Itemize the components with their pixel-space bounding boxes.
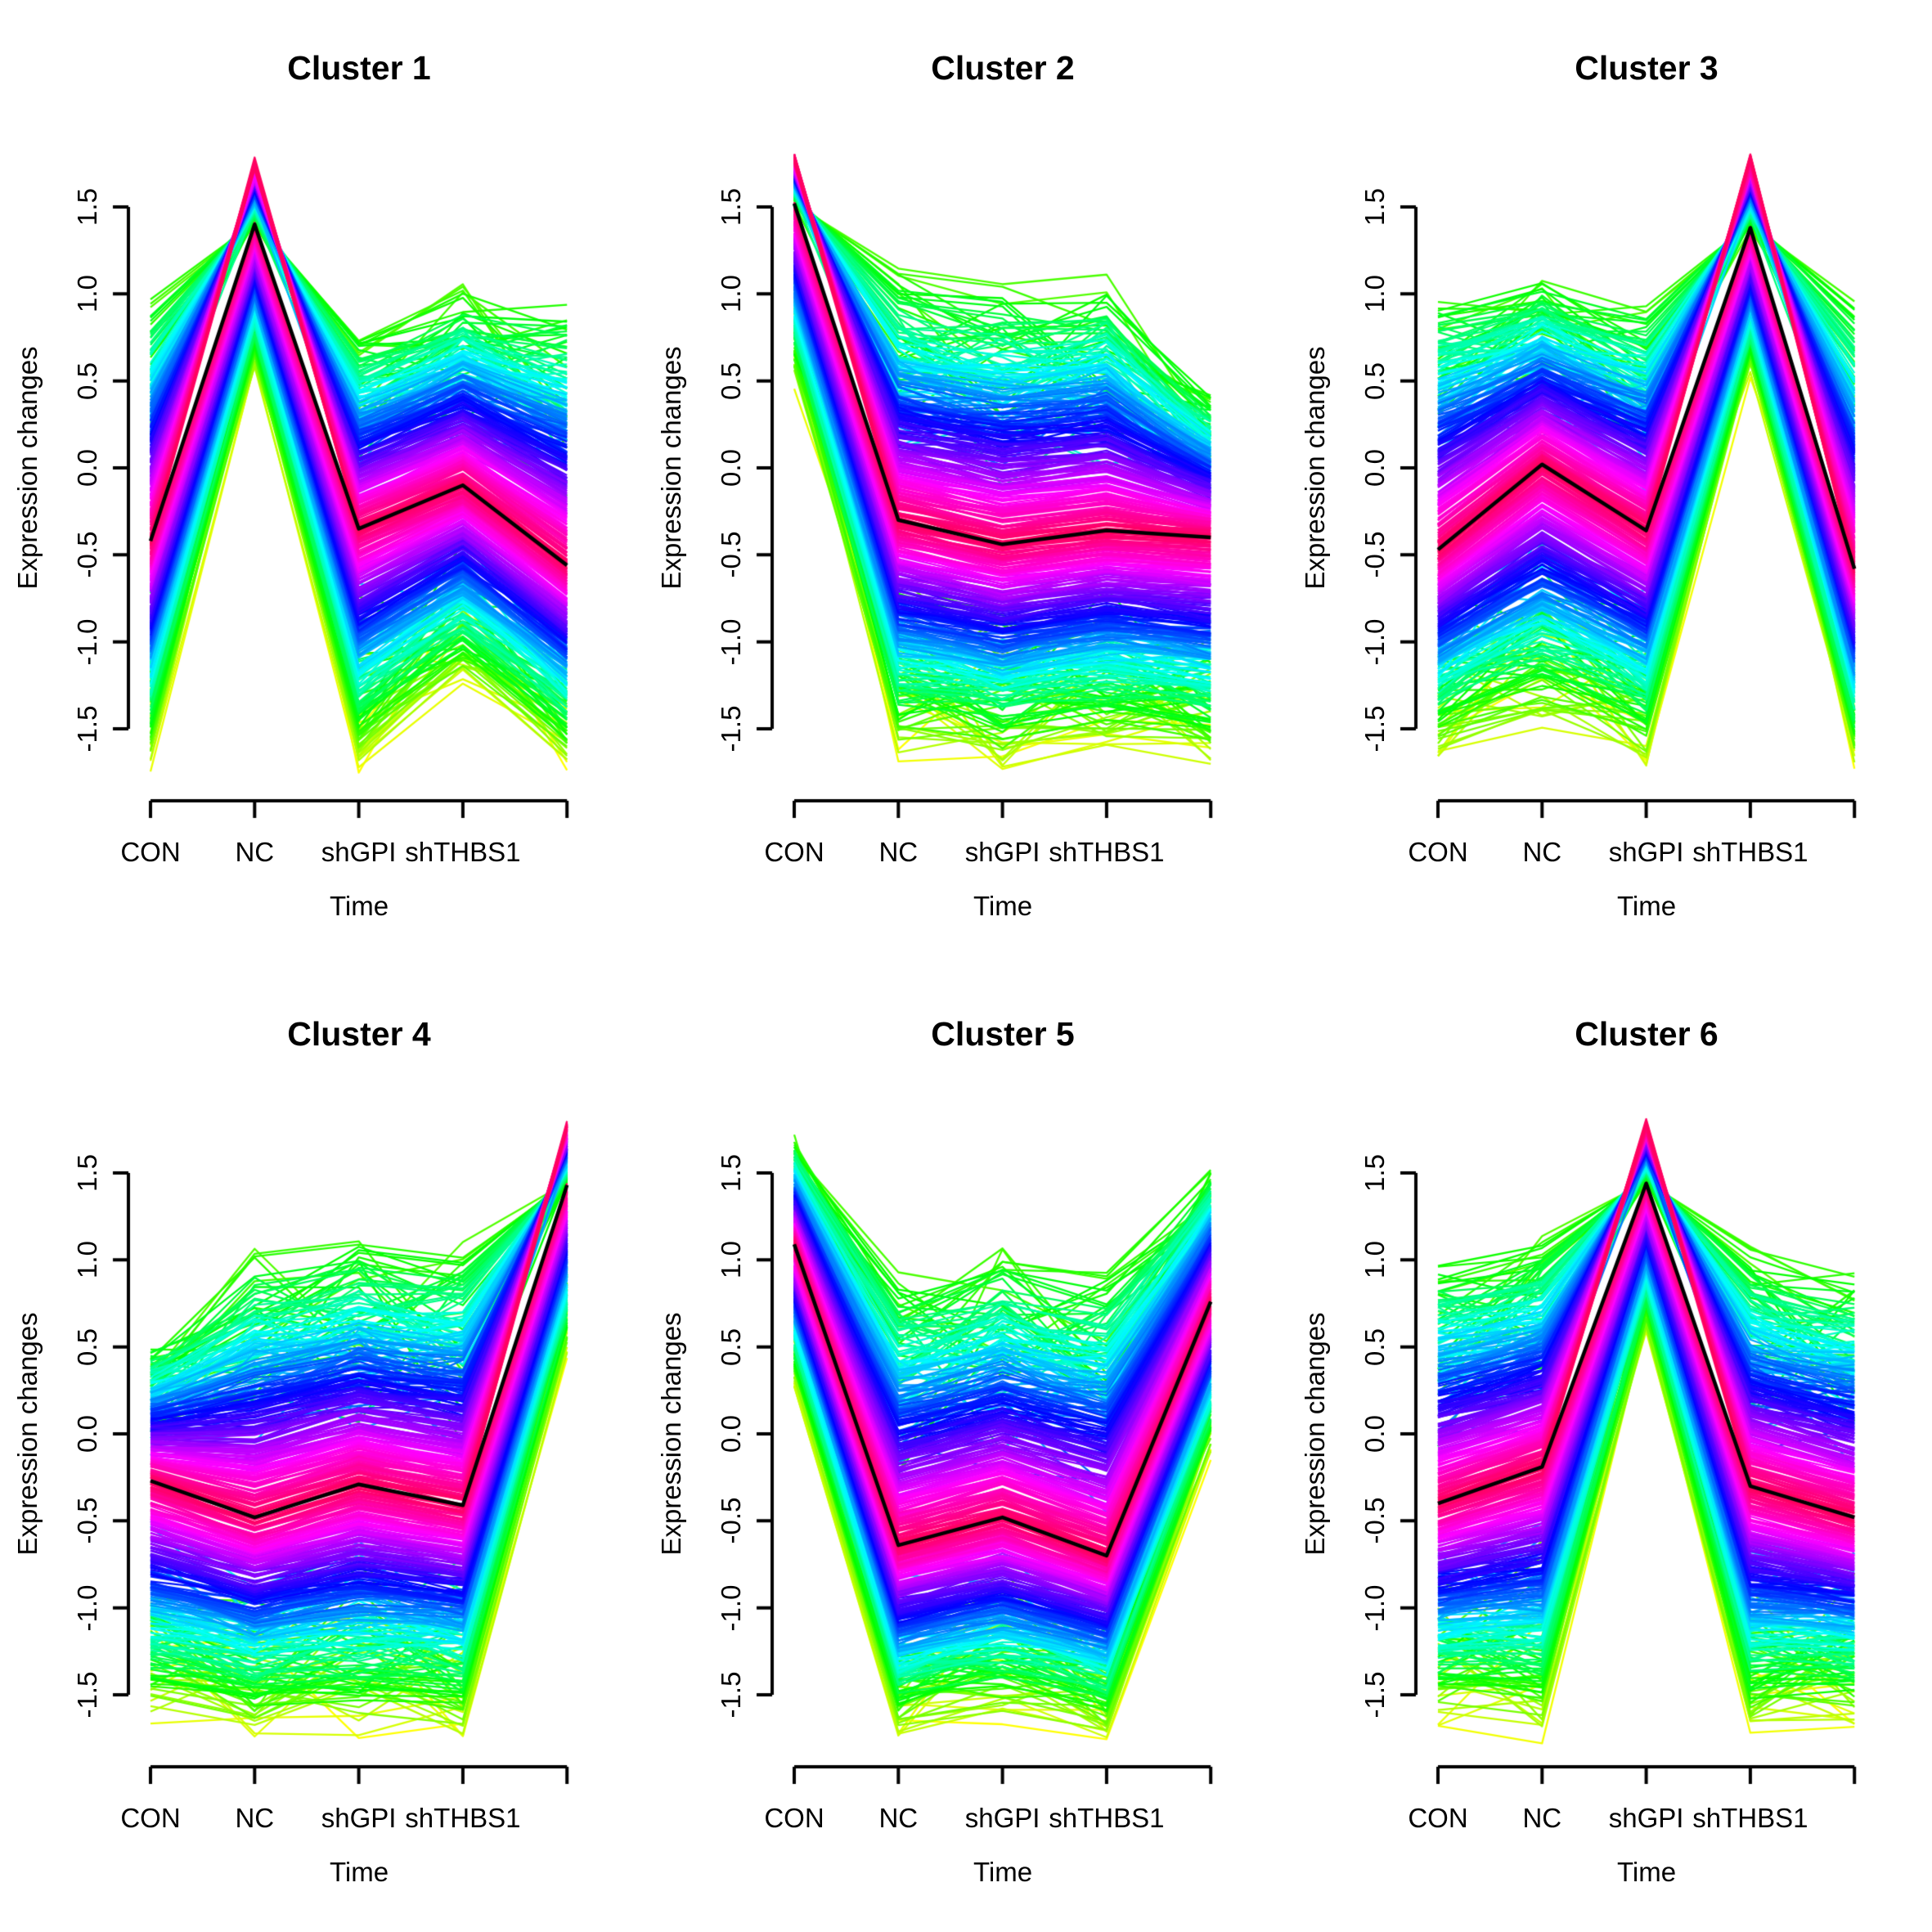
y-axis-label: Expression changes (12, 1312, 43, 1556)
x-axis-label: Time (1616, 891, 1677, 921)
subplot-cluster-2: Cluster 2 Expression changes Time -1.5 -1… (644, 0, 1288, 966)
x-tick-label: CON (120, 837, 181, 867)
y-tick-label: 0.0 (716, 449, 746, 487)
y-tick-label: 0.5 (72, 362, 102, 400)
x-tick-label: shGPI (1608, 1803, 1684, 1833)
y-tick-label: -1.5 (72, 1671, 102, 1719)
y-tick-label: 1.0 (1359, 275, 1390, 313)
cluster-3-title: Cluster 3 (1575, 49, 1719, 87)
y-tick-label: 1.5 (716, 1154, 746, 1192)
y-tick-label: 0.5 (1359, 1328, 1390, 1366)
y-tick-label: 1.5 (1359, 1154, 1390, 1192)
y-tick-label: -0.5 (72, 531, 102, 578)
y-tick-label: 0.0 (716, 1415, 746, 1453)
x-tick-label: shGPI (321, 1803, 397, 1833)
cluster-6-plot-canvas (1287, 966, 1932, 1932)
y-tick-label: -0.5 (72, 1497, 102, 1544)
x-axis-label: Time (973, 1857, 1033, 1887)
cluster-5-title: Cluster 5 (931, 1015, 1075, 1053)
y-tick-label: 1.5 (72, 1154, 102, 1192)
y-axis-label: Expression changes (12, 346, 43, 590)
y-tick-label: 0.5 (716, 1328, 746, 1366)
y-axis-label: Expression changes (1300, 1312, 1330, 1556)
subplot-cluster-3: Cluster 3 Expression changes Time -1.5 -1… (1287, 0, 1932, 966)
cluster-3-plot-canvas (1287, 0, 1932, 966)
x-axis-label: Time (329, 1857, 389, 1887)
y-tick-label: 1.5 (716, 188, 746, 226)
x-tick-label: NC (878, 837, 919, 867)
cluster-2-title: Cluster 2 (931, 49, 1075, 87)
y-tick-label: -1.5 (716, 705, 746, 753)
y-tick-label: 0.5 (1359, 362, 1390, 400)
y-axis-label: Expression changes (1300, 346, 1330, 590)
y-tick-label: -1.0 (1359, 1584, 1390, 1632)
subplot-cluster-6: Cluster 6 Expression changes Time -1.5 -1… (1287, 966, 1932, 1932)
y-tick-label: -1.0 (72, 1584, 102, 1632)
x-axis-label: Time (329, 891, 389, 921)
x-tick-label: CON (1408, 837, 1468, 867)
y-tick-label: 1.0 (72, 275, 102, 313)
subplot-cluster-4: Cluster 4 Expression changes Time -1.5 -1… (0, 966, 645, 1932)
cluster-6-title: Cluster 6 (1575, 1015, 1719, 1053)
y-tick-label: 0.5 (72, 1328, 102, 1366)
y-tick-label: 0.0 (1359, 449, 1390, 487)
x-tick-label: CON (120, 1803, 181, 1833)
x-tick-label: shTHBS1 (405, 1803, 521, 1833)
subplot-cluster-1: Cluster 1 Expression changes Time -1.5 -1… (0, 0, 645, 966)
x-tick-label: shTHBS1 (405, 837, 521, 867)
y-axis-label: Expression changes (656, 1312, 686, 1556)
x-tick-label: shTHBS1 (1049, 1803, 1165, 1833)
x-tick-label: NC (1522, 837, 1562, 867)
y-tick-label: 1.0 (1359, 1241, 1390, 1279)
y-tick-label: 1.0 (72, 1241, 102, 1279)
x-tick-label: NC (878, 1803, 919, 1833)
y-tick-label: 0.0 (72, 449, 102, 487)
x-tick-label: NC (235, 837, 275, 867)
y-tick-label: -1.0 (1359, 618, 1390, 666)
cluster-4-plot-canvas (0, 966, 645, 1932)
y-tick-label: -0.5 (716, 531, 746, 578)
y-tick-label: 0.5 (716, 362, 746, 400)
y-tick-label: 1.0 (716, 1241, 746, 1279)
y-tick-label: 0.0 (72, 1415, 102, 1453)
x-axis-label: Time (973, 891, 1033, 921)
y-tick-label: -1.0 (716, 618, 746, 666)
x-tick-label: shTHBS1 (1692, 837, 1808, 867)
y-tick-label: -0.5 (1359, 1497, 1390, 1544)
x-axis-label: Time (1616, 1857, 1677, 1887)
x-tick-label: shTHBS1 (1692, 1803, 1808, 1833)
x-tick-label: CON (764, 837, 824, 867)
x-tick-label: shGPI (964, 837, 1040, 867)
cluster-1-plot-canvas (0, 0, 645, 966)
y-tick-label: -0.5 (716, 1497, 746, 1544)
y-tick-label: 1.5 (72, 188, 102, 226)
cluster-5-plot-canvas (644, 966, 1288, 1932)
x-tick-label: CON (1408, 1803, 1468, 1833)
y-tick-label: -1.5 (716, 1671, 746, 1719)
y-tick-label: 1.0 (716, 275, 746, 313)
x-tick-label: shGPI (1608, 837, 1684, 867)
y-tick-label: 0.0 (1359, 1415, 1390, 1453)
y-tick-label: -1.0 (72, 618, 102, 666)
x-tick-label: CON (764, 1803, 824, 1833)
y-tick-label: -0.5 (1359, 531, 1390, 578)
y-tick-label: -1.5 (1359, 1671, 1390, 1719)
y-tick-label: 1.5 (1359, 188, 1390, 226)
y-tick-label: -1.5 (1359, 705, 1390, 753)
cluster-1-title: Cluster 1 (287, 49, 431, 87)
cluster-2-plot-canvas (644, 0, 1288, 966)
cluster-4-title: Cluster 4 (287, 1015, 431, 1053)
y-tick-label: -1.5 (72, 705, 102, 753)
subplot-cluster-5: Cluster 5 Expression changes Time -1.5 -1… (644, 966, 1288, 1932)
x-tick-label: shGPI (964, 1803, 1040, 1833)
x-tick-label: NC (1522, 1803, 1562, 1833)
x-tick-label: NC (235, 1803, 275, 1833)
x-tick-label: shGPI (321, 837, 397, 867)
y-tick-label: -1.0 (716, 1584, 746, 1632)
y-axis-label: Expression changes (656, 346, 686, 590)
x-tick-label: shTHBS1 (1049, 837, 1165, 867)
